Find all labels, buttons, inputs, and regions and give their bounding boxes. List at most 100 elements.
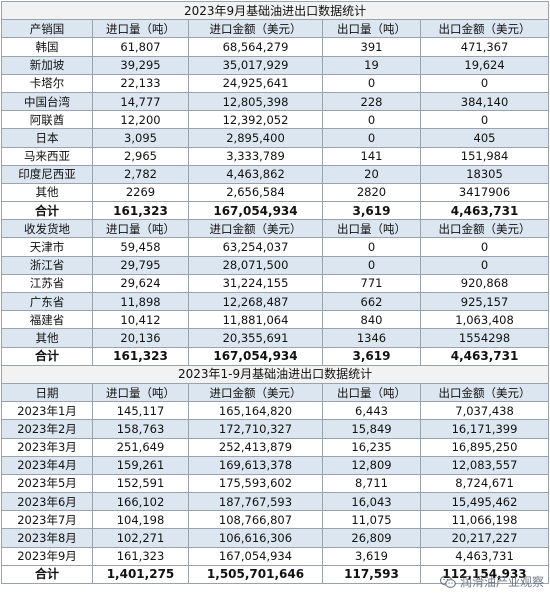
data-row-cell: 59,458 xyxy=(92,237,189,257)
data-row-cell: 8,724,671 xyxy=(419,473,550,494)
data-row-cell: 20,355,691 xyxy=(188,328,323,348)
data-row: 韩国 61,807 68,564,279 391 471,367 xyxy=(1,37,550,57)
data-row-cell: 20,136 xyxy=(92,328,189,348)
data-row-cell: 169,613,378 xyxy=(188,455,323,475)
data-row: 天津市 59,458 63,254,037 0 0 xyxy=(1,237,550,257)
data-row-cell: 252,413,879 xyxy=(188,437,323,457)
header-row: 日期 进口量（吨） 进口金额（美元） 出口量（吨） 出口金额（美元） xyxy=(1,382,550,403)
header-row-cell: 进口量（吨） xyxy=(92,382,189,403)
data-row-cell: 4,463,731 xyxy=(419,546,550,566)
header-row-cell: 进口金额（美元） xyxy=(188,219,323,239)
data-row-cell: 印度尼西亚 xyxy=(1,164,93,184)
data-row: 福建省 10,412 11,881,064 840 1,063,408 xyxy=(1,310,550,330)
total-row-cell: 167,054,934 xyxy=(188,346,323,366)
header-row-cell: 进口量（吨） xyxy=(92,219,189,239)
data-row-cell: 0 xyxy=(322,110,421,130)
data-row-cell: 11,066,198 xyxy=(419,510,550,530)
data-row-cell: 15,495,462 xyxy=(419,492,550,512)
total-row-cell: 161,323 xyxy=(92,346,189,366)
header-row-cell: 出口金额（美元） xyxy=(419,19,550,39)
data-row-cell: 1554298 xyxy=(419,328,550,348)
data-row-cell: 68,564,279 xyxy=(188,37,323,57)
data-row-cell: 172,710,327 xyxy=(188,419,323,439)
data-row-cell: 0 xyxy=(322,73,421,93)
data-row-cell: 2269 xyxy=(92,182,189,203)
data-row-cell: 161,323 xyxy=(92,546,189,566)
data-row-cell: 韩国 xyxy=(1,37,93,57)
data-row-cell: 11,881,064 xyxy=(188,310,323,330)
data-row-cell: 16,043 xyxy=(322,492,421,512)
data-row-cell: 卡塔尔 xyxy=(1,73,93,93)
stats-table-container: 2023年9月基础油进出口数据统计 产销国 进口量（吨） 进口金额（美元） 出口量（吨）… xyxy=(0,0,550,585)
header-row-cell: 进口量（吨） xyxy=(92,19,189,39)
data-row: 其他 20,136 20,355,691 1346 1554298 xyxy=(1,328,550,348)
data-row-cell: 175,593,602 xyxy=(188,473,323,494)
data-row-cell: 141 xyxy=(322,146,421,166)
data-row-cell: 2023年5月 xyxy=(1,473,93,494)
data-row-cell: 840 xyxy=(322,310,421,330)
data-row-cell: 其他 xyxy=(1,182,93,203)
data-row-cell: 11,898 xyxy=(92,291,189,312)
data-row: 阿联酋 12,200 12,392,052 0 0 xyxy=(1,110,550,130)
data-row-cell: 35,017,929 xyxy=(188,55,323,75)
data-row-cell: 2,782 xyxy=(92,164,189,184)
data-row-cell: 0 xyxy=(419,110,550,130)
data-row-cell: 3,095 xyxy=(92,128,189,148)
wechat-icon xyxy=(439,574,456,588)
data-row: 2023年7月 104,198 108,766,807 11,075 11,066,19… xyxy=(1,510,550,530)
data-row-cell: 2,895,400 xyxy=(188,128,323,148)
data-row-cell: 29,795 xyxy=(92,255,189,275)
total-row: 合计 161,323 167,054,934 3,619 4,463,731 xyxy=(1,346,550,366)
data-row-cell: 2,965 xyxy=(92,146,189,166)
data-row-cell: 106,616,306 xyxy=(188,528,323,548)
data-row-cell: 2023年4月 xyxy=(1,455,93,475)
data-row-cell: 3,333,789 xyxy=(188,146,323,166)
data-row-cell: 日本 xyxy=(1,128,93,148)
data-row-cell: 145,117 xyxy=(92,401,189,421)
data-row-cell: 165,164,820 xyxy=(188,401,323,421)
data-row-cell: 26,809 xyxy=(322,528,421,548)
data-row-cell: 阿联酋 xyxy=(1,110,93,130)
header-row-cell: 进口金额（美元） xyxy=(188,382,323,403)
data-row-cell: 江苏省 xyxy=(1,273,93,294)
header-row-cell: 出口量（吨） xyxy=(322,219,421,239)
data-row-cell: 8,711 xyxy=(322,473,421,494)
data-row-cell: 20 xyxy=(322,164,421,184)
data-row: 其他 2269 2,656,584 2820 3417906 xyxy=(1,182,550,203)
data-row-cell: 7,037,438 xyxy=(419,401,550,421)
total-row-cell: 167,054,934 xyxy=(188,201,323,221)
data-row-cell: 12,809 xyxy=(322,455,421,475)
data-row: 日本 3,095 2,895,400 0 405 xyxy=(1,128,550,148)
data-row-cell: 16,235 xyxy=(322,437,421,457)
header-row-cell: 出口量（吨） xyxy=(322,19,421,39)
data-row-cell: 0 xyxy=(419,73,550,93)
header-row-cell: 日期 xyxy=(1,382,93,403)
data-row-cell: 187,767,593 xyxy=(188,492,323,512)
t1-title-row: 2023年9月基础油进出口数据统计 xyxy=(0,0,550,21)
data-row-cell: 12,200 xyxy=(92,110,189,130)
total-row-cell: 1,505,701,646 xyxy=(188,564,323,585)
data-row-cell: 920,868 xyxy=(419,273,550,294)
total-row-cell: 1,401,275 xyxy=(92,564,189,585)
data-row-cell: 12,268,487 xyxy=(188,291,323,312)
data-row-cell: 405 xyxy=(419,128,550,148)
data-row-cell: 0 xyxy=(419,237,550,257)
header-row-cell: 产销国 xyxy=(1,19,93,39)
data-row: 新加坡 39,295 35,017,929 19 19,624 xyxy=(1,55,550,75)
data-row-cell: 10,412 xyxy=(92,310,189,330)
data-row: 2023年1月 145,117 165,164,820 6,443 7,037,438 xyxy=(1,401,550,421)
data-row-cell: 29,624 xyxy=(92,273,189,294)
data-row-cell: 0 xyxy=(419,255,550,275)
data-row-cell: 12,805,398 xyxy=(188,91,323,112)
total-row-cell: 4,463,731 xyxy=(419,201,550,221)
data-row: 广东省 11,898 12,268,487 662 925,157 xyxy=(1,291,550,312)
table-title: 2023年9月基础油进出口数据统计 xyxy=(0,0,550,21)
data-row: 卡塔尔 22,133 24,925,641 0 0 xyxy=(1,73,550,93)
data-row-cell: 2023年7月 xyxy=(1,510,93,530)
total-row-cell: 合计 xyxy=(1,346,93,366)
data-row-cell: 24,925,641 xyxy=(188,73,323,93)
data-row-cell: 广东省 xyxy=(1,291,93,312)
base-oil-stats-table: 2023年9月基础油进出口数据统计 产销国 进口量（吨） 进口金额（美元） 出口量（吨）… xyxy=(0,0,550,585)
total-row-cell: 117,593 xyxy=(322,564,421,585)
header-row-cell: 出口量（吨） xyxy=(322,382,421,403)
